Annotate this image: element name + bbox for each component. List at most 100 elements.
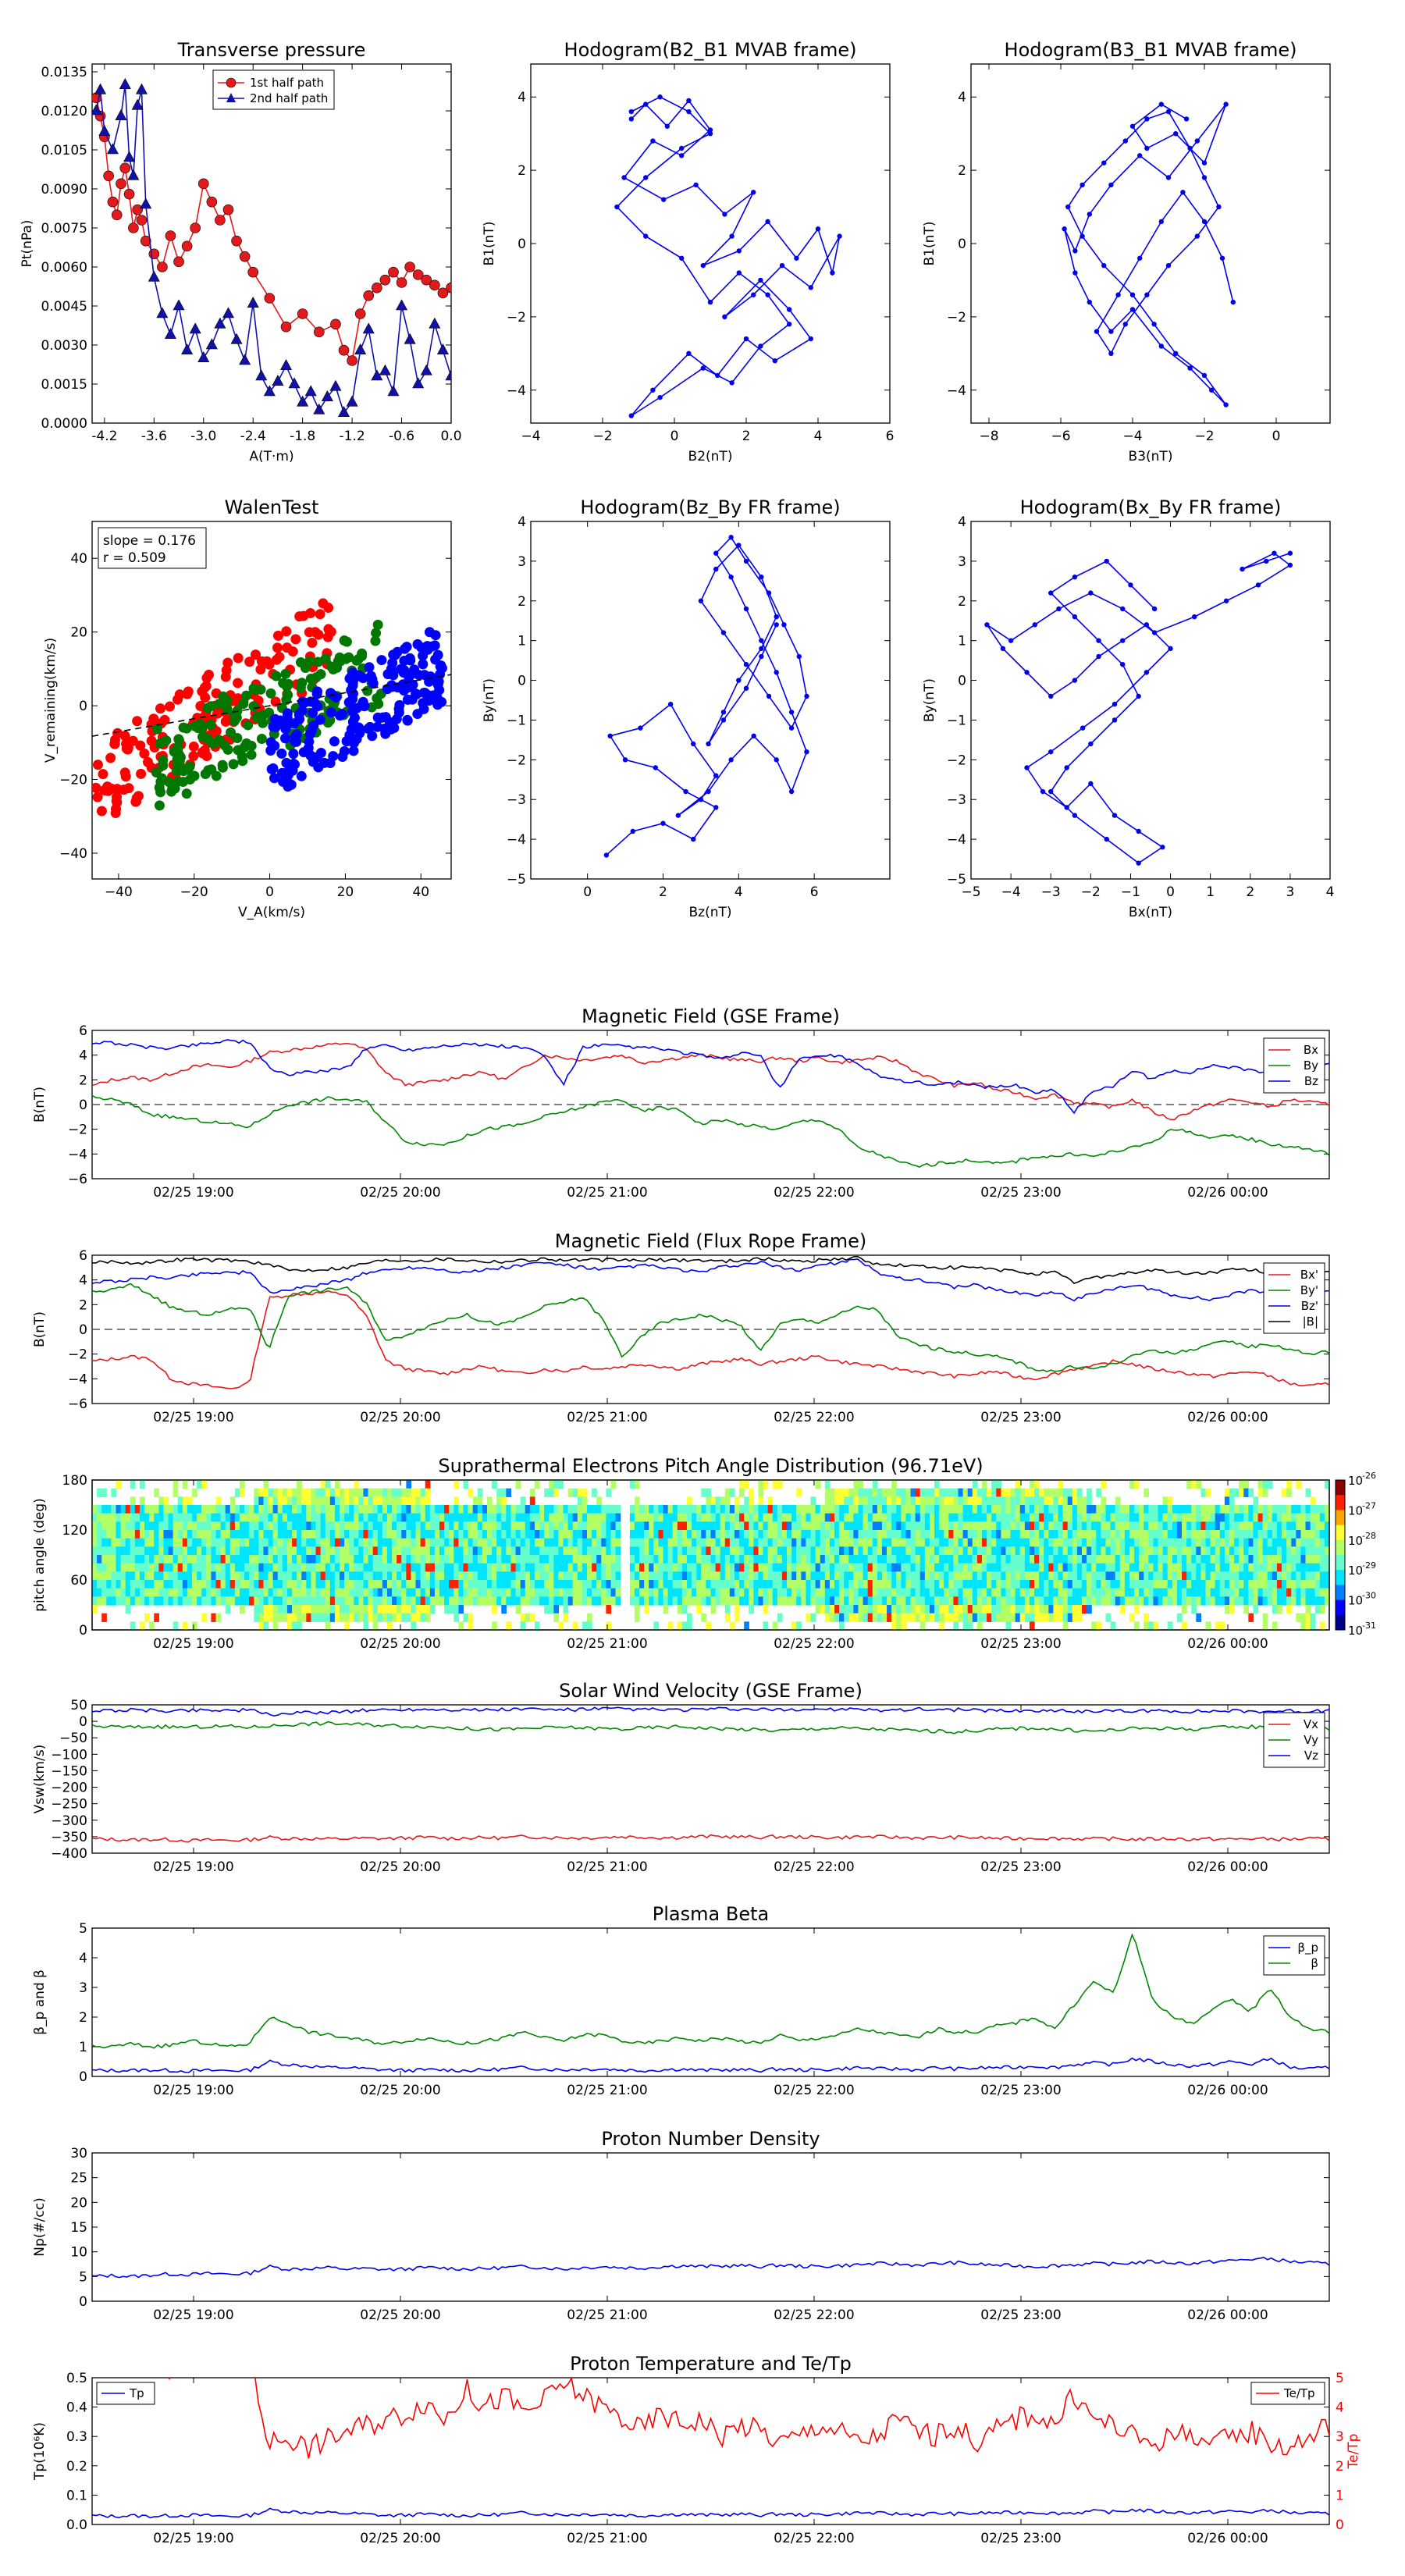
heatmap-cell xyxy=(120,1546,126,1556)
heatmap-cell xyxy=(667,1596,674,1606)
data-point xyxy=(1160,845,1165,850)
scatter-point xyxy=(357,673,368,684)
heatmap-cell xyxy=(286,1496,293,1506)
heatmap-cell xyxy=(234,1488,240,1497)
plot-area xyxy=(92,78,451,417)
heatmap-cell xyxy=(606,1538,612,1547)
y-tick-label: −5 xyxy=(947,872,966,888)
heatmap-cell xyxy=(606,1513,612,1522)
heatmap-cell xyxy=(1248,1563,1254,1572)
scatter-point xyxy=(362,685,373,696)
heatmap-cell xyxy=(787,1596,792,1606)
heatmap-cell xyxy=(111,1571,117,1581)
x-tick-label: -3.6 xyxy=(141,429,167,444)
scatter-point xyxy=(418,659,429,670)
heatmap-cell xyxy=(354,1513,359,1522)
heatmap-cell xyxy=(529,1555,535,1564)
data-point xyxy=(1201,160,1208,165)
heatmap-cell xyxy=(334,1588,340,1597)
x-tick-label: 3 xyxy=(1286,884,1294,900)
heatmap-cell xyxy=(439,1596,445,1606)
heatmap-cell xyxy=(1239,1555,1244,1564)
data-point xyxy=(263,385,276,397)
heatmap-cell xyxy=(858,1513,864,1522)
heatmap-cell xyxy=(824,1530,831,1539)
data-point xyxy=(1144,145,1150,151)
heatmap-cell xyxy=(1082,1588,1087,1597)
heatmap-cell xyxy=(168,1588,174,1597)
heatmap-cell xyxy=(872,1605,878,1614)
heatmap-cell xyxy=(544,1521,550,1531)
heatmap-cell xyxy=(1229,1521,1235,1531)
heatmap-cell xyxy=(101,1530,107,1539)
y-tick-label: −4 xyxy=(68,1147,87,1162)
heatmap-cell xyxy=(848,1555,854,1564)
heatmap-cell xyxy=(229,1596,236,1606)
heatmap-cell xyxy=(781,1521,788,1531)
data-point xyxy=(181,240,193,252)
heatmap-cell xyxy=(539,1596,545,1606)
heatmap-cell xyxy=(515,1538,521,1547)
heatmap-cell xyxy=(449,1513,454,1522)
heatmap-cell xyxy=(681,1513,688,1522)
scatter-point xyxy=(297,705,308,716)
heatmap-cell xyxy=(1272,1521,1278,1531)
data-point xyxy=(255,369,268,381)
heatmap-cell xyxy=(1186,1563,1192,1572)
heatmap-cell xyxy=(896,1596,902,1606)
heatmap-cell xyxy=(1243,1596,1249,1606)
x-tick-label: 0 xyxy=(265,884,274,900)
data-point xyxy=(1040,788,1046,795)
heatmap-cell xyxy=(667,1588,674,1597)
heatmap-cell xyxy=(397,1588,402,1597)
heatmap-cell xyxy=(1200,1588,1207,1597)
chart-pad: Suprathermal Electrons Pitch Angle Distr… xyxy=(32,1455,1376,1652)
heatmap-cell xyxy=(549,1530,554,1539)
scatter-point xyxy=(357,648,368,659)
heatmap-cell xyxy=(929,1596,935,1606)
heatmap-cell xyxy=(515,1571,521,1581)
heatmap-cell xyxy=(1044,1488,1049,1497)
heatmap-cell xyxy=(149,1621,155,1631)
y-tick-label: 4 xyxy=(958,514,966,530)
heatmap-cell xyxy=(120,1513,126,1522)
heatmap-cell xyxy=(791,1546,797,1556)
heatmap-cell xyxy=(772,1513,778,1522)
heatmap-cell xyxy=(939,1613,944,1622)
heatmap-cell xyxy=(681,1546,688,1556)
heatmap-cell xyxy=(130,1505,136,1514)
heatmap-cell xyxy=(1282,1580,1287,1589)
y-axis-label: B1(nT) xyxy=(482,222,497,266)
heatmap-cell xyxy=(1091,1555,1097,1564)
heatmap-cell xyxy=(525,1546,531,1556)
heatmap-cell xyxy=(787,1521,792,1531)
heatmap-cell xyxy=(1300,1555,1307,1564)
heatmap-cell xyxy=(1144,1588,1149,1597)
heatmap-cell xyxy=(610,1480,617,1489)
data-point xyxy=(787,322,792,327)
heatmap-cell xyxy=(544,1513,550,1522)
heatmap-cell xyxy=(787,1563,792,1572)
heatmap-cell xyxy=(1296,1546,1302,1556)
heatmap-cell xyxy=(1215,1571,1221,1581)
heatmap-cell xyxy=(334,1546,340,1556)
x-tick-label: 0 xyxy=(670,429,679,444)
heatmap-cell xyxy=(372,1580,379,1589)
chart-title: Transverse pressure xyxy=(177,39,366,61)
heatmap-cell xyxy=(1058,1563,1064,1572)
heatmap-cell xyxy=(687,1530,692,1539)
heatmap-cell xyxy=(858,1480,864,1489)
heatmap-cell xyxy=(311,1530,317,1539)
heatmap-cell xyxy=(863,1588,869,1597)
heatmap-cell xyxy=(915,1580,921,1589)
heatmap-cell xyxy=(325,1480,331,1489)
heatmap-cell xyxy=(529,1580,535,1589)
heatmap-cell xyxy=(987,1505,992,1514)
heatmap-cell xyxy=(1105,1538,1112,1547)
heatmap-cell xyxy=(173,1563,179,1572)
heatmap-cell xyxy=(958,1530,964,1539)
heatmap-cell xyxy=(525,1563,531,1572)
heatmap-cell xyxy=(354,1613,359,1622)
heatmap-cell xyxy=(529,1521,535,1531)
heatmap-cell xyxy=(934,1580,940,1589)
